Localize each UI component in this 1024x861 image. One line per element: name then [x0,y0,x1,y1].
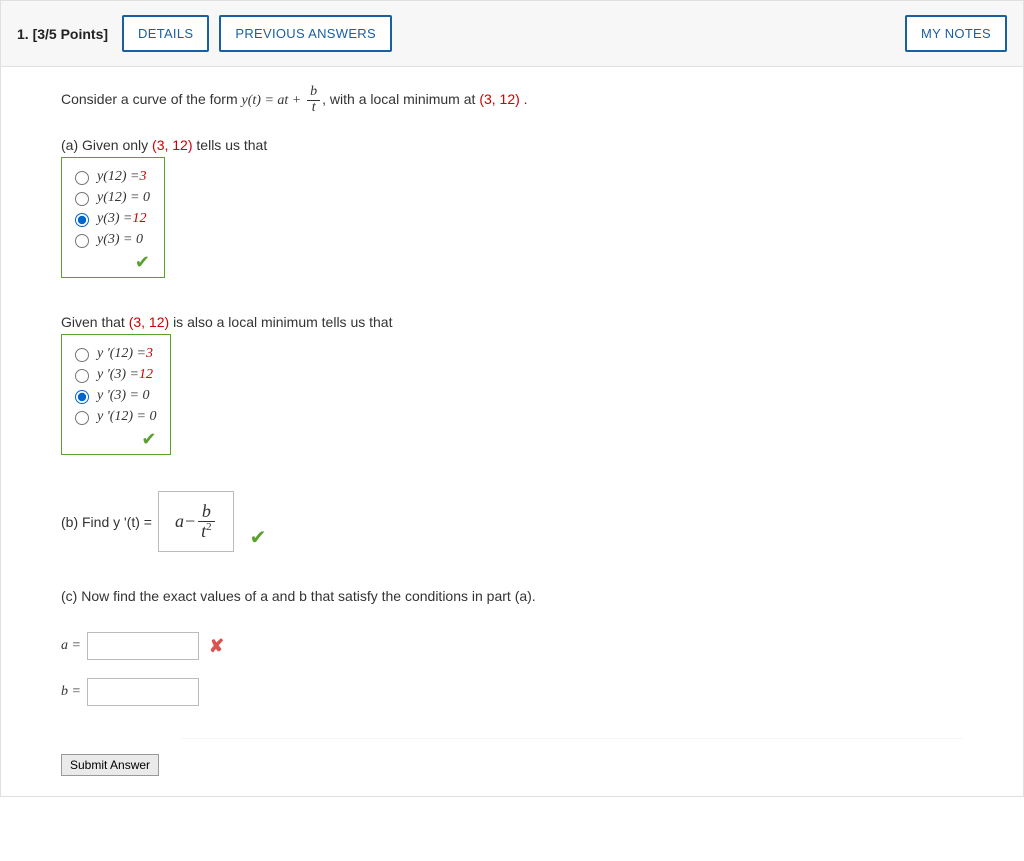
pa-opt-4[interactable]: y(3) = 0 [70,231,150,248]
pa2-opt-3[interactable]: y '(3) = 0 [70,387,156,404]
pa-opt-1-val: 3 [140,169,147,185]
pb-formula-box: a − b t2 [158,491,234,552]
pc-b-label: b = [61,684,81,700]
cross-icon: ✘ [209,636,224,657]
pc-b-row: b = [61,678,963,706]
pb-minus: − [184,511,196,532]
pc-a-label: a = [61,638,81,654]
pa2-radio-3[interactable] [75,390,89,404]
pa-opt-4-pre: y(3) = 0 [97,232,143,248]
pa-opt-2[interactable]: y(12) = 0 [70,189,150,206]
pb-num: b [198,502,215,522]
pa-opt-1-pre: y(12) = [97,169,140,185]
header-left: 1. [3/5 Points] DETAILS PREVIOUS ANSWERS [17,15,402,52]
intro-point: (3, 12) [479,91,519,107]
previous-answers-button[interactable]: PREVIOUS ANSWERS [219,15,392,52]
pa2-radio-2[interactable] [75,369,89,383]
pa-suffix: tells us that [196,137,267,153]
pa-radio-2[interactable] [75,192,89,206]
pa-opt-3-val: 12 [133,211,147,227]
part-a2-prompt: Given that (3, 12) is also a local minim… [61,314,963,330]
pb-label: (b) Find y '(t) = [61,514,152,530]
intro-frac-num: b [307,85,320,101]
intro-expr: y(t) = at + [242,93,302,108]
intro-text: Consider a curve of the form [61,91,242,107]
pa-opt-2-pre: y(12) = 0 [97,190,150,206]
pa2-opt-4-pre: y '(12) = 0 [97,409,156,425]
intro-line: Consider a curve of the form y(t) = at +… [61,85,963,115]
pa2-prefix: Given that [61,314,129,330]
pb-den-exp: 2 [206,521,212,533]
pa2-radio-4[interactable] [75,411,89,425]
intro-fraction: b t [307,85,320,115]
pb-fraction: b t2 [198,502,215,541]
check-icon: ✔ [70,252,150,273]
pa-opt-1[interactable]: y(12) = 3 [70,168,150,185]
pa2-point: (3, 12) [129,314,169,330]
part-c-prompt: (c) Now find the exact values of a and b… [61,588,963,604]
pa2-opt-2-val: 12 [139,367,153,383]
pc-a-row: a = ✘ [61,632,963,660]
intro-mid: with a local minimum at [330,91,479,107]
pa2-opt-1-val: 3 [146,346,153,362]
b-input[interactable] [87,678,199,706]
details-button[interactable]: DETAILS [122,15,209,52]
pa-radio-1[interactable] [75,171,89,185]
a-input[interactable] [87,632,199,660]
pa-radio-4[interactable] [75,234,89,248]
question-header: 1. [3/5 Points] DETAILS PREVIOUS ANSWERS… [1,1,1023,67]
pa2-suffix: is also a local minimum tells us that [173,314,392,330]
pa2-opt-1-pre: y '(12) = [97,346,146,362]
pa-prefix: (a) Given only [61,137,152,153]
check-icon: ✔ [70,429,156,450]
pb-a: a [175,511,184,532]
pa2-opt-1[interactable]: y '(12) = 3 [70,345,156,362]
check-icon: ✔ [250,525,267,550]
part-a2-answer-box: y '(12) = 3 y '(3) = 12 y '(3) = 0 y '(1… [61,334,171,455]
question-number: 1. [3/5 Points] [17,26,108,42]
pb-den: t2 [198,522,215,541]
pa-point: (3, 12) [152,137,192,153]
submit-answer-button[interactable]: Submit Answer [61,754,159,776]
part-a-prompt: (a) Given only (3, 12) tells us that [61,137,963,153]
pa-opt-3-pre: y(3) = [97,211,133,227]
intro-comma: , [322,91,326,107]
question-body: Consider a curve of the form y(t) = at +… [1,67,1023,796]
pa2-opt-2-pre: y '(3) = [97,367,139,383]
pa2-radio-1[interactable] [75,348,89,362]
pa2-opt-3-pre: y '(3) = 0 [97,388,149,404]
pa2-opt-2[interactable]: y '(3) = 12 [70,366,156,383]
part-b-row: (b) Find y '(t) = a − b t2 ✔ [61,491,963,552]
part-a-answer-box: y(12) = 3 y(12) = 0 y(3) = 12 y(3) = 0 ✔ [61,157,165,278]
intro-end: . [524,91,528,107]
header-right: MY NOTES [905,15,1007,52]
question-container: 1. [3/5 Points] DETAILS PREVIOUS ANSWERS… [0,0,1024,797]
submit-row: Submit Answer [61,744,963,776]
my-notes-button[interactable]: MY NOTES [905,15,1007,52]
pa2-opt-4[interactable]: y '(12) = 0 [70,408,156,425]
intro-frac-den: t [307,101,320,116]
pa-opt-3[interactable]: y(3) = 12 [70,210,150,227]
pa-radio-3[interactable] [75,213,89,227]
